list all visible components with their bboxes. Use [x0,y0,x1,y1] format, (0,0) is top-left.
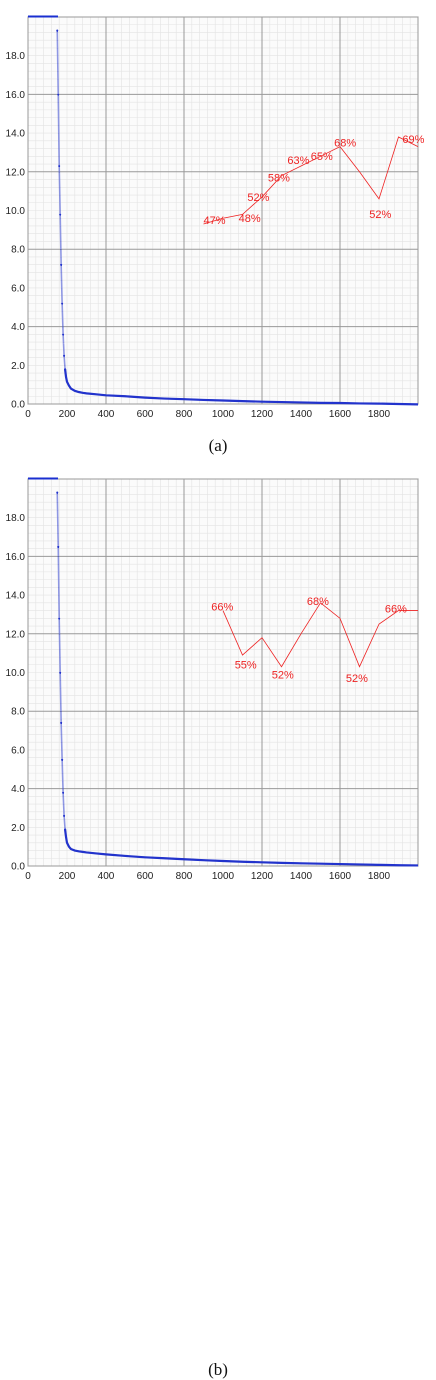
percentage-label: 66% [385,604,407,616]
percentage-label: 65% [311,151,333,163]
series-blue [56,29,419,406]
x-tick-label: 200 [59,871,76,882]
x-tick-label: 1800 [368,409,391,420]
series-line-red [203,136,419,225]
y-tick-label: 16.0 [6,552,26,563]
percentage-label: 55% [235,660,257,672]
y-tick-label: 0.0 [11,862,25,873]
series-line-red [222,602,418,668]
x-tick-label: 1000 [212,409,235,420]
y-tick-label: 2.0 [11,361,25,372]
caption-b: (b) [208,1360,228,1379]
y-tick-label: 12.0 [6,629,26,640]
x-tick-label: 0 [25,871,31,882]
grid [27,478,419,867]
x-tick-label: 400 [98,871,115,882]
chart-a: 0 200 400 600 800 1000 1200 1400 1600 1800 0.0 2.0 4… [6,15,425,420]
percentage-label: 69% [402,134,424,146]
x-tick-label: 0 [25,409,31,420]
percentage-label: 47% [204,215,226,227]
y-tick-label: 10.0 [6,668,26,679]
percentage-label: 52% [247,192,269,204]
y-tick-label: 6.0 [11,745,25,756]
x-tick-label: 600 [137,871,154,882]
x-tick-label: 1400 [290,871,313,882]
percentage-label: 52% [346,673,368,685]
x-tick-label: 600 [137,409,154,420]
series-tail-blue [63,829,419,867]
y-tick-label: 8.0 [11,245,25,256]
y-tick-label: 4.0 [11,322,25,333]
percentage-label: 66% [211,602,233,614]
series-blue [56,491,419,867]
y-tick-label: 12.0 [6,167,26,178]
chart-panel-b: 0 200 400 600 800 1000 1200 1400 1600 1800 0.0 2.0 4… [0,462,436,1379]
percentage-label: 52% [272,669,294,681]
y-tick-label: 16.0 [6,90,26,101]
x-tick-label: 400 [98,409,115,420]
y-tick-label: 2.0 [11,823,25,834]
x-tick-label: 1200 [251,409,274,420]
x-tick-label: 1800 [368,871,391,882]
x-tick-label: 1200 [251,871,274,882]
chart-panel-a: 0 200 400 600 800 1000 1200 1400 1600 1800 0.0 2.0 4… [0,0,436,462]
series-tail-blue [63,369,419,406]
y-tick-label: 10.0 [6,206,26,217]
y-tick-label: 18.0 [6,513,26,524]
caption-a: (a) [208,436,228,455]
y-tick-label: 14.0 [6,129,26,140]
y-tick-label: 18.0 [6,51,26,62]
x-tick-label: 1400 [290,409,313,420]
percentage-label: 52% [369,209,391,221]
x-tick-label: 800 [176,409,193,420]
grid [27,16,419,405]
x-tick-label: 1000 [212,871,235,882]
x-tick-label: 1600 [329,409,352,420]
x-tick-label: 200 [59,409,76,420]
y-tick-label: 8.0 [11,707,25,718]
percentage-label: 63% [287,155,309,167]
y-tick-label: 0.0 [11,400,25,411]
percentage-label: 48% [239,213,261,225]
chart-b: 0 200 400 600 800 1000 1200 1400 1600 1800 0.0 2.0 4… [6,477,419,882]
percentage-label: 58% [268,172,290,184]
y-tick-label: 6.0 [11,283,25,294]
percentage-label: 68% [334,138,356,150]
y-tick-label: 4.0 [11,784,25,795]
percentage-label: 68% [307,596,329,608]
x-tick-label: 1600 [329,871,352,882]
y-tick-label: 14.0 [6,591,26,602]
x-tick-label: 800 [176,871,193,882]
